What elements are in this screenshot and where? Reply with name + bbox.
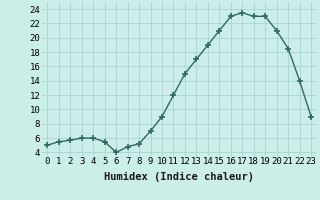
X-axis label: Humidex (Indice chaleur): Humidex (Indice chaleur) [104, 172, 254, 182]
